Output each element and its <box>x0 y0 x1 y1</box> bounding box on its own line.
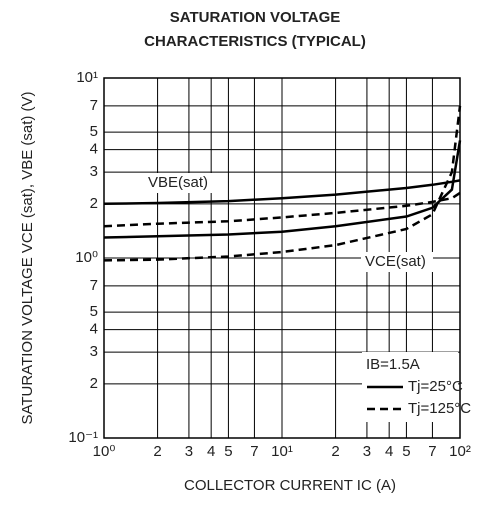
x-tick-label: 2 <box>153 443 161 460</box>
x-tick-label: 4 <box>207 443 215 460</box>
legend-title: IB=1.5A <box>366 356 420 373</box>
y-tick-label: 5 <box>90 303 98 320</box>
y-tick-label: 5 <box>90 123 98 140</box>
y-tick-label: 2 <box>90 375 98 392</box>
x-tick-label: 3 <box>185 443 193 460</box>
chart-title: SATURATION VOLTAGE <box>170 9 341 26</box>
x-tick-label: 7 <box>250 443 258 460</box>
x-tick-label: 10⁰ <box>93 443 116 460</box>
series-line <box>103 105 462 262</box>
curve-label: VCE(sat) <box>365 253 426 270</box>
label-bg <box>144 173 216 193</box>
x-axis-label: COLLECTOR CURRENT IC (A) <box>184 477 396 494</box>
plot-frame <box>103 77 461 439</box>
legend-label: Tj=25°C <box>408 378 463 395</box>
x-tick-label: 5 <box>224 443 232 460</box>
x-tick-label: 10² <box>449 443 471 460</box>
legend-label: Tj=125°C <box>408 400 471 417</box>
label-bg <box>361 252 433 272</box>
y-tick-label: 10⁻¹ <box>68 429 98 446</box>
y-tick-label: 10⁰ <box>75 249 98 266</box>
chart-title: CHARACTERISTICS (TYPICAL) <box>144 33 366 50</box>
y-tick-label: 4 <box>90 321 98 338</box>
y-tick-label: 10¹ <box>76 69 98 86</box>
series-line <box>103 179 461 206</box>
x-tick-label: 5 <box>402 443 410 460</box>
x-tick-label: 10¹ <box>271 443 293 460</box>
y-tick-label: 7 <box>90 97 98 114</box>
curve-label: VBE(sat) <box>148 174 208 191</box>
x-tick-label: 4 <box>385 443 393 460</box>
x-tick-label: 3 <box>363 443 371 460</box>
x-tick-label: 7 <box>428 443 436 460</box>
y-axis-label: SATURATION VOLTAGE VCE (sat), VBE (sat) … <box>19 91 36 424</box>
series-line <box>103 140 462 239</box>
y-tick-label: 3 <box>90 343 98 360</box>
y-tick-label: 7 <box>90 277 98 294</box>
y-tick-label: 2 <box>90 195 98 212</box>
y-tick-label: 4 <box>90 141 98 158</box>
x-tick-label: 2 <box>331 443 339 460</box>
y-tick-label: 3 <box>90 163 98 180</box>
series-line <box>103 191 461 228</box>
